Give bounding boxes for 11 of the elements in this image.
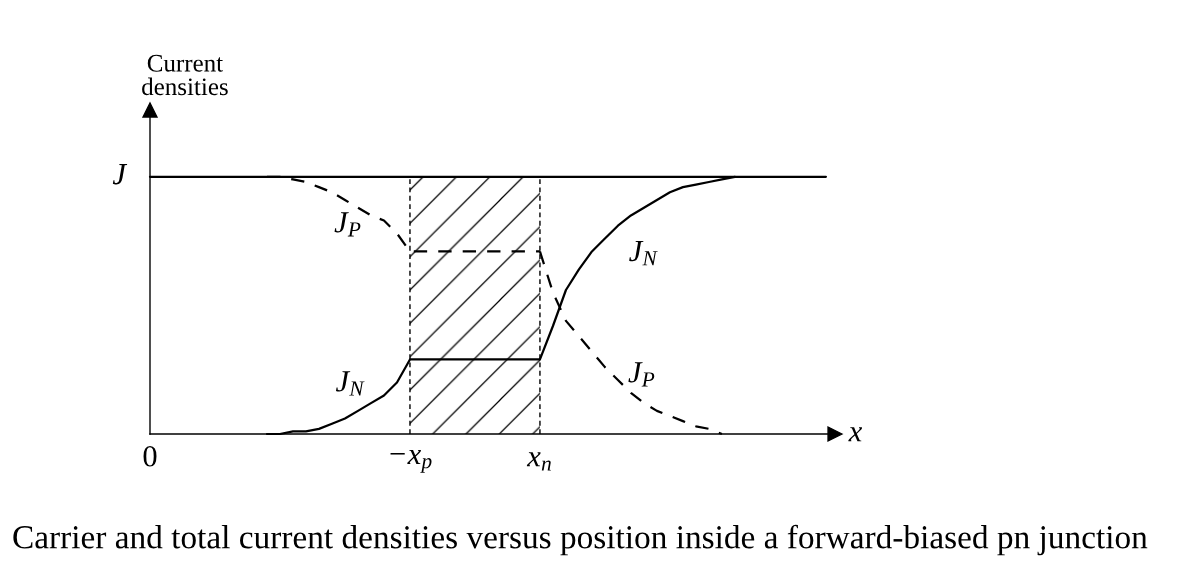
series-label: J$_{P}$ <box>334 212 361 237</box>
x-tick-label: x$_{n}$ <box>526 452 551 471</box>
x-axis-title: x <box>848 427 863 442</box>
y-axis-title: Current densities <box>142 54 228 96</box>
series-label: J$_{N}$ <box>335 371 365 396</box>
text: Carrier and total current densities versus position inside a forward-biased pn junction <box>13 524 1148 556</box>
x-tick-label: −x$_{p}$ <box>390 449 432 473</box>
series-label: J <box>112 164 128 185</box>
series-label: J$_{P}$ <box>628 362 655 387</box>
series-label: J$_{N}$ <box>629 241 658 266</box>
x-tick-label: 0 <box>143 445 157 467</box>
